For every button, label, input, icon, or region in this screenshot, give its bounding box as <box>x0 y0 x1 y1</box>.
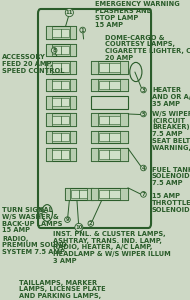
Bar <box>46 148 52 161</box>
Bar <box>70 131 76 143</box>
Bar <box>71 190 87 198</box>
Bar <box>70 26 76 39</box>
Circle shape <box>42 205 52 221</box>
Text: 15 AMP
THROTTLE
SOLENOID: 15 AMP THROTTLE SOLENOID <box>152 194 190 213</box>
Text: W/S WIPER
(CIRCUIT
BREAKER)
7.5 AMP
SEAT BELT
WARNING, AUX: W/S WIPER (CIRCUIT BREAKER) 7.5 AMP SEAT… <box>152 111 190 151</box>
Bar <box>91 113 98 126</box>
Text: 7: 7 <box>142 192 145 197</box>
Bar <box>99 116 120 124</box>
Bar <box>91 61 98 74</box>
Bar <box>70 61 76 74</box>
Bar <box>99 190 120 198</box>
Bar <box>46 61 76 74</box>
Text: 6: 6 <box>39 208 43 213</box>
Bar <box>46 96 52 109</box>
Text: RADIO,
PREMIUM SOUND
SYSTEM 7.5 AMP: RADIO, PREMIUM SOUND SYSTEM 7.5 AMP <box>2 236 67 255</box>
Text: INST. PNL. & CLUSTER LAMPS,
ASHTRAY, TRANS. IND. LAMP,
RADIO, HEATER, A/C LAMP,
: INST. PNL. & CLUSTER LAMPS, ASHTRAY, TRA… <box>53 231 171 264</box>
Bar <box>91 79 98 91</box>
Bar <box>120 79 128 91</box>
Bar <box>52 81 69 89</box>
Bar <box>46 148 76 161</box>
Bar <box>46 61 52 74</box>
Bar <box>70 96 76 109</box>
Bar <box>52 151 69 158</box>
Bar <box>70 79 76 91</box>
Bar <box>52 64 69 71</box>
Bar <box>91 61 128 74</box>
Bar <box>91 148 98 161</box>
Bar <box>65 188 93 200</box>
Bar <box>70 148 76 161</box>
Bar <box>91 96 128 109</box>
Text: 9: 9 <box>66 217 69 222</box>
Text: DOME-CARGO &
COURTESY LAMPS,
CIGARETTE LIGHTER, CLOCK
20 AMP: DOME-CARGO & COURTESY LAMPS, CIGARETTE L… <box>105 34 190 61</box>
Bar <box>120 61 128 74</box>
Bar <box>46 96 76 109</box>
Text: 2: 2 <box>89 221 93 226</box>
Bar <box>91 113 128 126</box>
Bar <box>46 44 52 56</box>
Bar <box>120 188 128 200</box>
Text: TURN SIGNAL
W/S WASHER &
BACK-UP LAMPS
15 AMP: TURN SIGNAL W/S WASHER & BACK-UP LAMPS 1… <box>2 207 62 233</box>
Bar <box>52 116 69 124</box>
Bar <box>91 188 98 200</box>
Bar <box>87 188 93 200</box>
Text: 11: 11 <box>66 10 73 15</box>
Text: ACCESSORY
FEED 20 AMP,
SPEED CONTROL: ACCESSORY FEED 20 AMP, SPEED CONTROL <box>2 54 64 74</box>
Bar <box>46 79 52 91</box>
Bar <box>99 81 120 89</box>
Bar <box>120 113 128 126</box>
Text: HEATER
AND OR A/C
35 AMP: HEATER AND OR A/C 35 AMP <box>152 87 190 106</box>
Text: 1: 1 <box>81 28 85 32</box>
Bar <box>46 26 76 39</box>
Bar <box>120 148 128 161</box>
Bar <box>99 64 120 71</box>
Bar <box>65 188 70 200</box>
Bar <box>99 133 120 141</box>
Bar <box>91 79 128 91</box>
Text: TAILLAMPS, MARKER
LAMPS, LICENSE PLATE
AND PARKING LAMPS,
HORN 15 AMP FUSE: TAILLAMPS, MARKER LAMPS, LICENSE PLATE A… <box>19 280 106 300</box>
Bar <box>52 98 69 106</box>
Bar <box>46 79 76 91</box>
Bar <box>70 113 76 126</box>
Circle shape <box>130 62 142 82</box>
Text: 8: 8 <box>52 48 56 53</box>
Bar <box>46 131 52 143</box>
Bar <box>52 29 69 37</box>
Text: 10: 10 <box>75 225 82 230</box>
Text: 4: 4 <box>142 166 145 170</box>
Text: 3: 3 <box>142 88 145 92</box>
Bar <box>46 131 76 143</box>
Bar <box>120 131 128 143</box>
Text: 5: 5 <box>142 112 145 116</box>
Bar <box>46 44 76 56</box>
Text: EMERGENCY WARNING
FLASHERS AND
STOP LAMP
15 AMP: EMERGENCY WARNING FLASHERS AND STOP LAMP… <box>95 2 180 28</box>
Bar <box>46 113 76 126</box>
Bar <box>52 46 69 54</box>
FancyBboxPatch shape <box>38 9 151 228</box>
Bar <box>99 151 120 158</box>
Bar <box>91 131 98 143</box>
Bar <box>91 148 128 161</box>
Bar <box>52 133 69 141</box>
Text: FUEL TANK
SOLENOID
7.5 AMP: FUEL TANK SOLENOID 7.5 AMP <box>152 167 190 186</box>
Bar <box>46 113 52 126</box>
Bar <box>91 131 128 143</box>
Bar <box>70 44 76 56</box>
Bar <box>91 188 128 200</box>
Bar <box>46 26 52 39</box>
